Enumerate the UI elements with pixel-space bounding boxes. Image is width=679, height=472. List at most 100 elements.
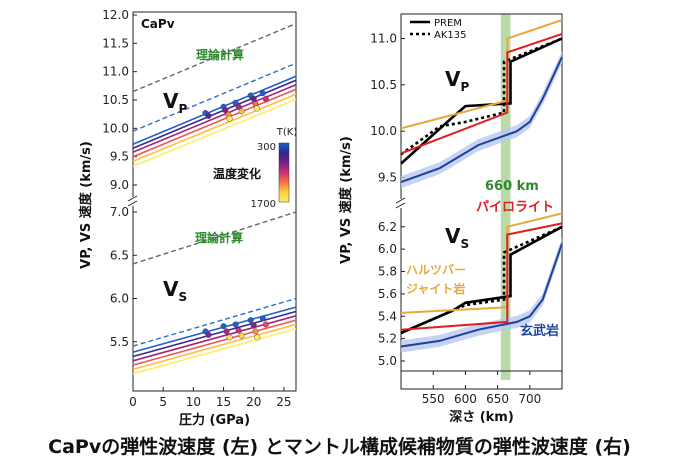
y-tick-label: 6.0 [378, 242, 397, 256]
y-tick-label: 12.0 [102, 8, 129, 22]
y-tick-label: 11.0 [370, 32, 397, 46]
isotherm-line [132, 88, 297, 158]
isotherm-line [132, 319, 297, 366]
data-point [252, 328, 259, 335]
y-tick-label: 11.5 [102, 36, 129, 50]
vs-label: VS [163, 277, 187, 304]
x-tick-label: 10 [186, 395, 201, 409]
data-point [262, 95, 269, 102]
colorbar [278, 142, 290, 203]
data-point [250, 322, 257, 329]
prem-line [400, 225, 563, 335]
data-point [259, 90, 266, 97]
data-point [259, 315, 266, 322]
data-point [238, 332, 245, 339]
legend-label-prem: PREM [434, 18, 462, 29]
isotherm-line [132, 315, 297, 362]
data-point [222, 107, 229, 114]
colorbar-title: 温度変化 [213, 166, 261, 181]
basalt-line [400, 56, 563, 184]
data-point [223, 328, 230, 335]
colorbar-unit: T(K) [276, 127, 298, 138]
basalt-uncertainty-band [401, 51, 562, 189]
isotherm-line [132, 93, 297, 162]
isotherm-line [132, 98, 297, 168]
right-axis-break-gap [395, 199, 407, 208]
x-tick-label: 600 [454, 392, 477, 406]
y-tick-label: 5.6 [378, 287, 397, 301]
figure-caption: CaPvの弾性波速度 (左) とマントル構成候補物質の弾性波速度 (右) [48, 436, 631, 458]
data-point [226, 334, 233, 341]
isotherm-line [132, 323, 297, 371]
theory-gray-line [132, 22, 297, 93]
theory-label: 理論計算 [195, 230, 243, 245]
right-axis-break-mark [395, 197, 406, 204]
x-tick-label: 700 [518, 392, 541, 406]
y-tick-label: 10.0 [370, 124, 397, 138]
data-point [235, 103, 242, 110]
x-tick-label: 20 [246, 395, 261, 409]
pyrolite-label: パイロライト [476, 200, 554, 215]
theory-blue-line [132, 62, 297, 132]
x-tick-label: 550 [422, 392, 445, 406]
x-tick-label: 25 [276, 395, 291, 409]
data-point [250, 95, 257, 102]
theory-blue-line [132, 297, 297, 347]
colorbar-min-label: 300 [257, 142, 276, 153]
data-point [238, 108, 245, 115]
data-point [232, 99, 239, 106]
y-tick-label: 6.5 [110, 248, 129, 262]
data-point [205, 112, 212, 119]
data-point [262, 321, 269, 328]
y-tick-label: 7.0 [110, 205, 129, 219]
y-axis-label: VP, VS 速度 (km/s) [338, 136, 354, 264]
y-tick-label: 5.4 [378, 309, 397, 323]
band-660 [500, 14, 511, 380]
ak135-line [400, 37, 563, 156]
data-point [232, 321, 239, 328]
left-axis-break-mark [127, 200, 138, 207]
data-point [220, 323, 227, 330]
y-tick-label: 9.0 [110, 178, 129, 192]
vp-label: VP [163, 89, 187, 116]
ak135-line [400, 225, 563, 335]
x-tick-label: 650 [486, 392, 509, 406]
basalt-uncertainty-band [401, 237, 562, 353]
isotherm-line [132, 75, 297, 145]
y-tick-label: 5.8 [378, 265, 397, 279]
y-tick-label: 5.2 [378, 332, 397, 346]
vp-label: VP [445, 67, 469, 94]
data-point [226, 115, 233, 122]
right-panel: 9.5 10.0 10.5 11.0 5.0 5.2 5.4 5.6 5.8 6.0 6.2 550 6… [338, 13, 563, 425]
chart-title: CaPv [141, 17, 175, 31]
colorbar-max-label: 1700 [251, 199, 276, 210]
x-tick-label: 15 [216, 395, 231, 409]
pyrolite-line [400, 32, 563, 155]
theory-label: 理論計算 [196, 47, 244, 62]
figure: 9.0 9.5 10.0 10.5 11.0 11.5 12.0 5.5 6.0 6.5 7.0 0 5… [78, 8, 563, 428]
data-point [247, 317, 254, 324]
x-tick-label: 5 [159, 395, 167, 409]
data-point [254, 334, 261, 341]
y-tick-label: 5.5 [110, 335, 129, 349]
right-axis-break-mark [395, 202, 406, 209]
x-tick-label: 0 [129, 395, 137, 409]
y-tick-label: 10.0 [102, 121, 129, 135]
theory-gray-line [132, 211, 297, 265]
y-tick-label: 11.0 [102, 65, 129, 79]
y-tick-label: 9.5 [378, 170, 397, 184]
data-point [235, 327, 242, 334]
band-660-label: 660 km [485, 179, 539, 194]
y-tick-label: 6.2 [378, 220, 397, 234]
y-tick-label: 9.5 [110, 150, 129, 164]
left-axis-break-gap [127, 197, 139, 206]
x-axis-label: 深さ (km) [449, 409, 514, 425]
harzburgite-label: ジャイト岩 [406, 281, 465, 296]
y-axis-label: VP, VS 速度 (km/s) [78, 141, 94, 269]
isotherm-line [132, 328, 297, 375]
vs-label: VS [445, 224, 469, 251]
isotherm-line [132, 306, 297, 353]
y-tick-label: 10.5 [102, 93, 129, 107]
harzburgite-label: ハルツバー [406, 263, 466, 277]
